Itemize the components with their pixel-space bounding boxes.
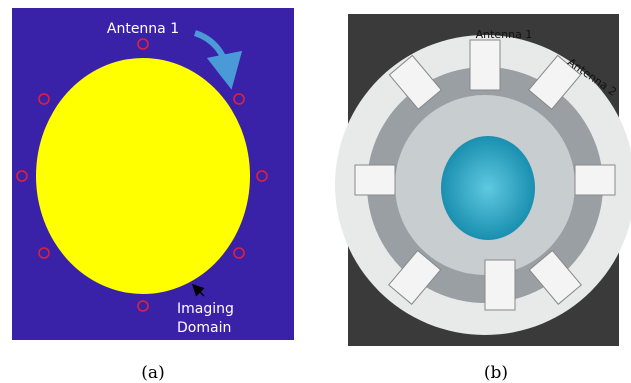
caption: (a) — [141, 363, 164, 383]
domain-label: Imaging — [177, 301, 234, 317]
imaging-domain — [36, 58, 250, 294]
figure: Antenna 1 Imaging Domain Antenna 1 Anten… — [0, 0, 631, 383]
phantom — [441, 136, 535, 240]
panel-b: Antenna 1 Antenna 2 — [335, 14, 631, 346]
domain-label: Domain — [177, 320, 231, 336]
panel-a: Antenna 1 Imaging Domain — [12, 8, 294, 340]
caption: (b) — [484, 363, 508, 383]
antenna-label: Antenna 1 — [107, 21, 179, 37]
photo-label: Antenna 1 — [476, 28, 533, 41]
